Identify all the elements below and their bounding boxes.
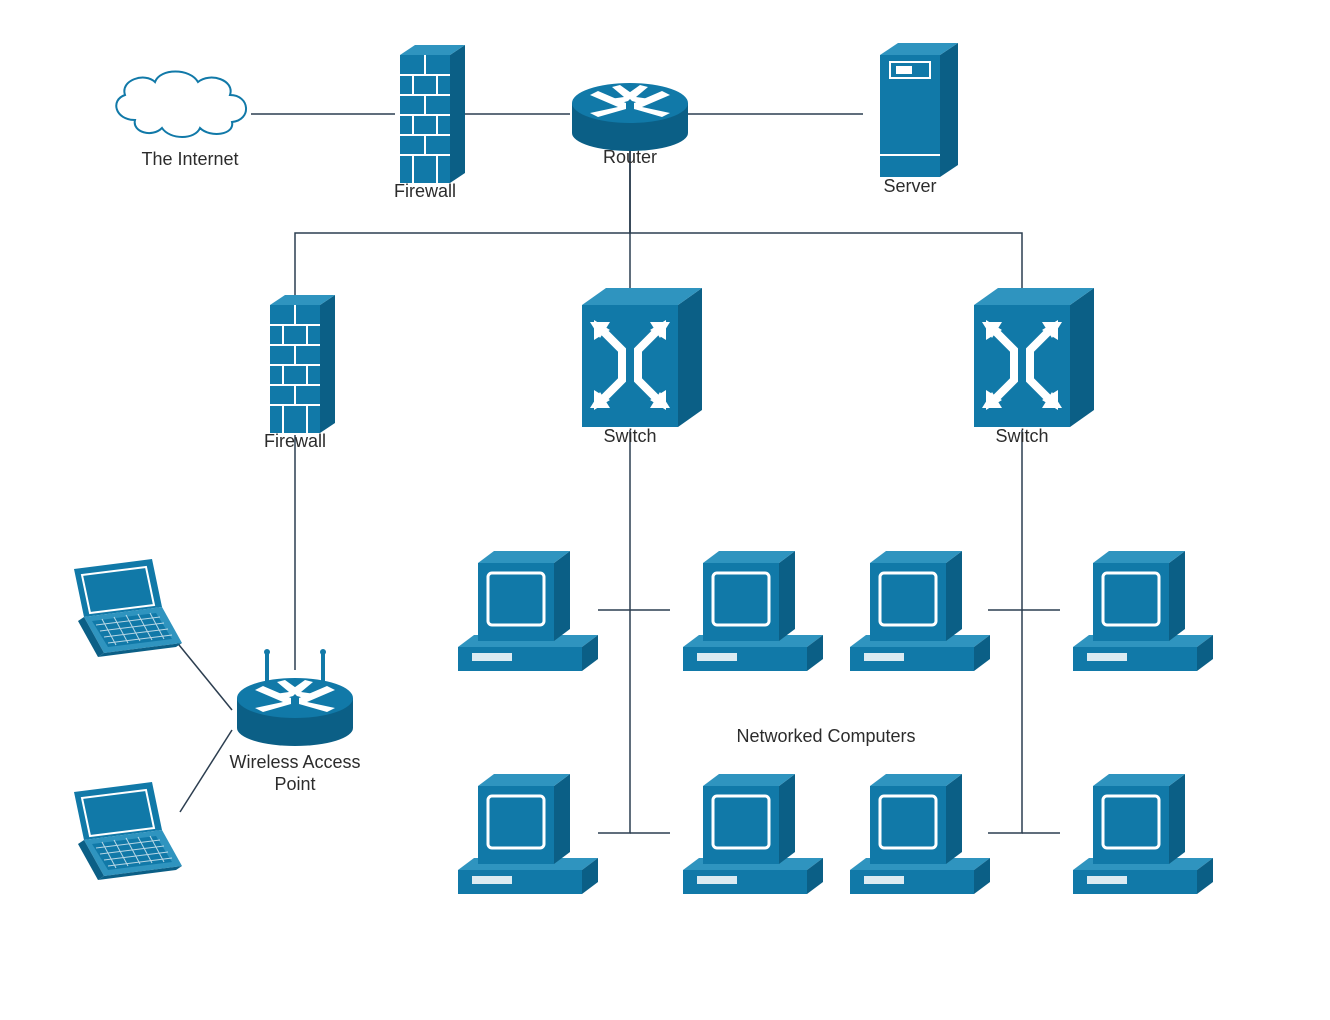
node-pc1 bbox=[458, 551, 598, 671]
node-label: Point bbox=[274, 774, 315, 794]
node-label: Wireless Access bbox=[229, 752, 360, 772]
switch-icon bbox=[974, 288, 1094, 427]
router-icon bbox=[572, 83, 688, 151]
node-pc5 bbox=[458, 774, 598, 894]
node-switch1: Switch bbox=[582, 288, 702, 446]
computer-icon bbox=[850, 551, 990, 671]
firewall-icon bbox=[270, 295, 335, 433]
connector bbox=[988, 610, 1022, 833]
switch-icon bbox=[582, 288, 702, 427]
node-pc4 bbox=[1073, 551, 1213, 671]
computer-icon bbox=[1073, 774, 1213, 894]
node-label: Server bbox=[883, 176, 936, 196]
connector bbox=[630, 150, 1022, 290]
firewall-icon bbox=[400, 45, 465, 183]
connector bbox=[598, 610, 630, 833]
server-icon bbox=[880, 43, 958, 177]
node-pc3 bbox=[850, 551, 990, 671]
node-pc2 bbox=[683, 551, 823, 671]
node-label: Firewall bbox=[264, 431, 326, 451]
laptop-icon bbox=[74, 782, 182, 880]
node-router: Router bbox=[572, 83, 688, 167]
computer-icon bbox=[1073, 551, 1213, 671]
node-server: Server bbox=[880, 43, 958, 196]
node-wap: Wireless AccessPoint bbox=[229, 649, 360, 794]
node-label: Router bbox=[603, 147, 657, 167]
node-laptop2 bbox=[74, 782, 182, 880]
node-firewall2: Firewall bbox=[264, 295, 335, 451]
node-pc8 bbox=[1073, 774, 1213, 894]
computer-icon bbox=[683, 774, 823, 894]
cloud-icon bbox=[116, 72, 246, 138]
node-pc7 bbox=[850, 774, 990, 894]
node-label: Switch bbox=[995, 426, 1048, 446]
nodes: The Internet Firewall Router Server Firewall… bbox=[74, 43, 1213, 894]
node-label: Firewall bbox=[394, 181, 456, 201]
computer-icon bbox=[683, 551, 823, 671]
node-switch2: Switch bbox=[974, 288, 1094, 446]
connector bbox=[180, 730, 232, 812]
network-diagram: The Internet Firewall Router Server Firewall… bbox=[0, 0, 1330, 1020]
computer-icon bbox=[458, 774, 598, 894]
group-label: Networked Computers bbox=[736, 726, 915, 746]
computer-icon bbox=[850, 774, 990, 894]
node-laptop1 bbox=[74, 559, 182, 657]
computer-icon bbox=[458, 551, 598, 671]
connector bbox=[175, 640, 232, 710]
node-label: The Internet bbox=[141, 149, 238, 169]
node-pc6 bbox=[683, 774, 823, 894]
connector bbox=[598, 430, 630, 610]
node-label: Switch bbox=[603, 426, 656, 446]
node-internet: The Internet bbox=[116, 72, 246, 170]
connector bbox=[988, 430, 1022, 610]
laptop-icon bbox=[74, 559, 182, 657]
node-firewall1: Firewall bbox=[394, 45, 465, 201]
